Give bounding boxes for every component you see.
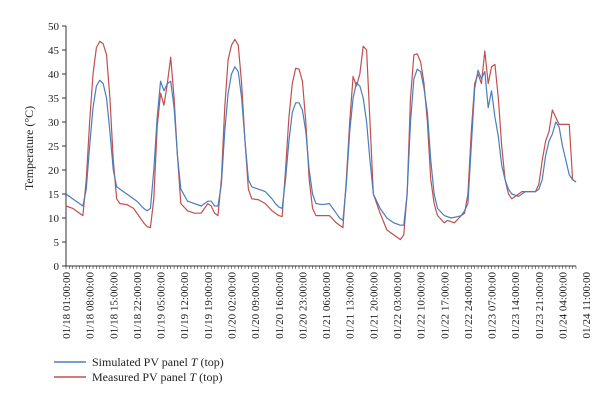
- x-tick-label: 01/24 04:00:00: [557, 272, 569, 339]
- y-tick-label: 20: [48, 165, 60, 177]
- x-tick-label: 01/21 13:00:00: [345, 272, 357, 339]
- x-tick-label: 01/18 22:00:00: [132, 272, 144, 339]
- x-tick-label: 01/22 10:00:00: [416, 272, 428, 339]
- x-tick-label: 01/23 21:00:00: [534, 272, 546, 339]
- y-tick-label: 30: [48, 117, 60, 129]
- series-line-simulated: [65, 66, 577, 226]
- x-tick-label: 01/22 17:00:00: [439, 272, 451, 339]
- x-tick-label: 01/20 23:00:00: [297, 272, 309, 339]
- x-tick-label: 01/22 03:00:00: [392, 272, 404, 339]
- x-tick-label: 01/21 20:00:00: [368, 272, 380, 339]
- legend: Simulated PV panel T (top)Measured PV pa…: [54, 355, 224, 384]
- x-tick-label: 01/22 24:00:00: [463, 272, 475, 339]
- x-tick-label: 01/23 07:00:00: [487, 272, 499, 339]
- x-axis: 01/18 01:00:00 01/18 08:00:00 01/18 15:00:…: [61, 265, 593, 339]
- x-tick-label: 01/18 15:00:00: [108, 272, 120, 339]
- x-tick-label: 01/19 19:00:00: [203, 272, 215, 339]
- y-tick-label: 15: [48, 189, 60, 201]
- y-tick-label: 35: [48, 93, 60, 105]
- y-tick-label: 40: [48, 69, 60, 81]
- y-tick-label: 10: [48, 213, 60, 225]
- x-tick-label: 01/18 08:00:00: [85, 272, 97, 339]
- x-tick-label: 01/21 06:00:00: [321, 272, 333, 339]
- y-tick-label: 0: [54, 261, 60, 273]
- y-tick-label: 45: [48, 45, 60, 57]
- x-tick-label: 01/19 12:00:00: [179, 272, 191, 339]
- x-tick-label: 01/23 14:00:00: [510, 272, 522, 339]
- x-tick-label: 01/19 05:00:00: [156, 272, 168, 339]
- legend-label: Simulated PV panel T (top): [92, 355, 224, 369]
- plot-area: [65, 38, 577, 241]
- x-tick-label: 01/18 01:00:00: [61, 272, 73, 339]
- series-line-measured: [65, 38, 577, 241]
- x-tick-label: 01/20 02:00:00: [226, 272, 238, 339]
- x-tick-label: 01/20 16:00:00: [274, 272, 286, 339]
- x-tick-label: 01/24 11:00:00: [581, 272, 593, 339]
- y-axis-title: Temperature (°C): [22, 106, 36, 190]
- y-axis: 0 5 10 15 20 25 30 35 40 45 50: [48, 21, 67, 273]
- legend-label: Measured PV panel T (top): [92, 370, 222, 384]
- y-tick-label: 50: [48, 21, 60, 33]
- y-tick-label: 5: [54, 237, 60, 249]
- y-tick-label: 25: [48, 141, 60, 153]
- x-tick-label: 01/20 09:00:00: [250, 272, 262, 339]
